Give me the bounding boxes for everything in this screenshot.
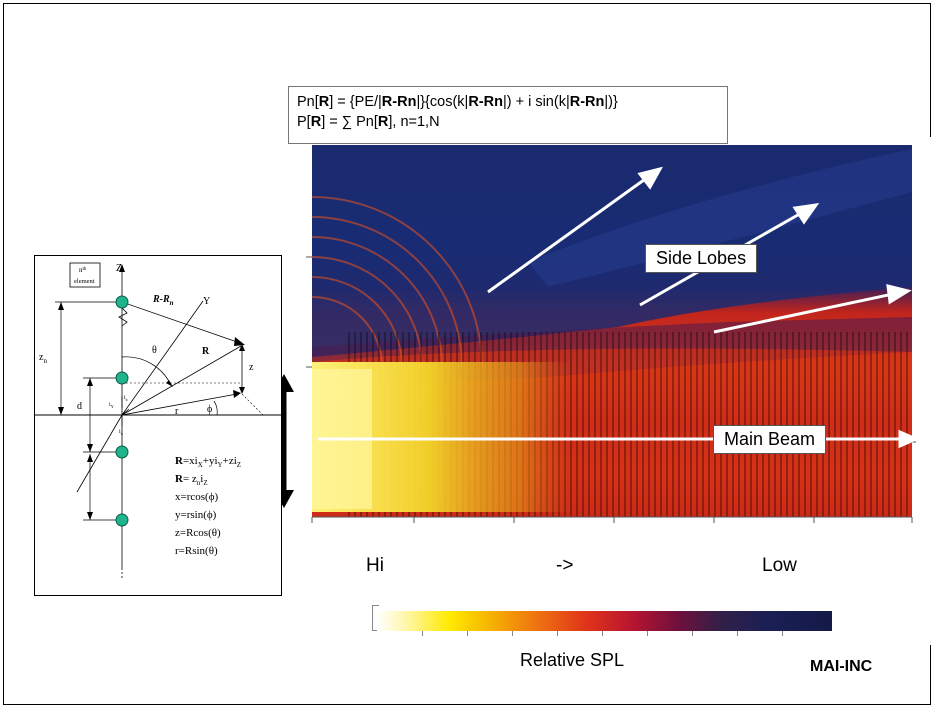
colorbar-ticks — [377, 631, 832, 637]
colorbar-bracket — [372, 605, 379, 631]
svg-text:z: z — [249, 362, 254, 373]
main-beam-label: Main Beam — [713, 425, 827, 454]
relative-spl-colorbar — [377, 611, 832, 631]
svg-text:y=rsin(ϕ): y=rsin(ϕ) — [175, 509, 217, 521]
scale-arrow: -> — [556, 555, 574, 576]
side-lobe-arrow-1 — [487, 175, 649, 294]
formula-line-1: Pn[R] = {PE/|R-Rn|}{cos(k|R-Rn|) + i sin… — [297, 94, 618, 110]
formula-line-2: P[R] = ∑ Pn[R], n=1,N — [297, 114, 440, 130]
svg-text:Z: Z — [116, 263, 122, 274]
svg-text:zn: zn — [39, 352, 47, 365]
svg-text:r: r — [175, 406, 179, 417]
svg-text:d: d — [77, 401, 82, 412]
side-lobe-arrow-3 — [713, 292, 894, 334]
array-geometry-diagram: nth element Z Y R-Rn R θ r z — [34, 255, 283, 596]
formula-box: Pn[R] = {PE/|R-Rn|}{cos(k|R-Rn|) + i sin… — [288, 86, 728, 144]
element-dot — [115, 295, 129, 309]
svg-text:R: R — [202, 346, 210, 357]
svg-text:iz: iz — [124, 395, 128, 402]
scale-low: Low — [762, 555, 797, 576]
scale-hi: Hi — [366, 555, 384, 576]
svg-text:θ: θ — [152, 345, 157, 356]
spl-heatmap — [288, 137, 934, 645]
element-dot — [115, 513, 129, 527]
geometry-svg: nth element Z Y R-Rn R θ r z — [35, 262, 283, 578]
svg-text:ix: ix — [119, 429, 124, 436]
svg-text:R= zniZ: R= zniZ — [175, 473, 208, 487]
svg-text:r=Rsin(θ): r=Rsin(θ) — [175, 545, 218, 557]
element-dot — [115, 371, 129, 385]
side-lobes-label: Side Lobes — [645, 244, 758, 273]
svg-text:element: element — [74, 278, 95, 285]
svg-text:x=rcos(ϕ): x=rcos(ϕ) — [175, 491, 218, 503]
svg-text:ϕ: ϕ — [207, 404, 212, 415]
nth-element-box — [69, 262, 101, 288]
svg-text:iY: iY — [109, 402, 115, 409]
svg-text:R=xiX+yiY+ziZ: R=xiX+yiY+ziZ — [175, 455, 241, 469]
relative-spl-caption: Relative SPL — [520, 650, 625, 670]
svg-text:nth: nth — [79, 266, 87, 274]
brand-label: MAI-INC — [810, 658, 873, 675]
svg-text:R-Rn: R-Rn — [152, 294, 174, 307]
svg-text:z=Rcos(θ): z=Rcos(θ) — [175, 527, 221, 539]
element-dot — [115, 445, 129, 459]
svg-text:Y: Y — [203, 296, 210, 307]
